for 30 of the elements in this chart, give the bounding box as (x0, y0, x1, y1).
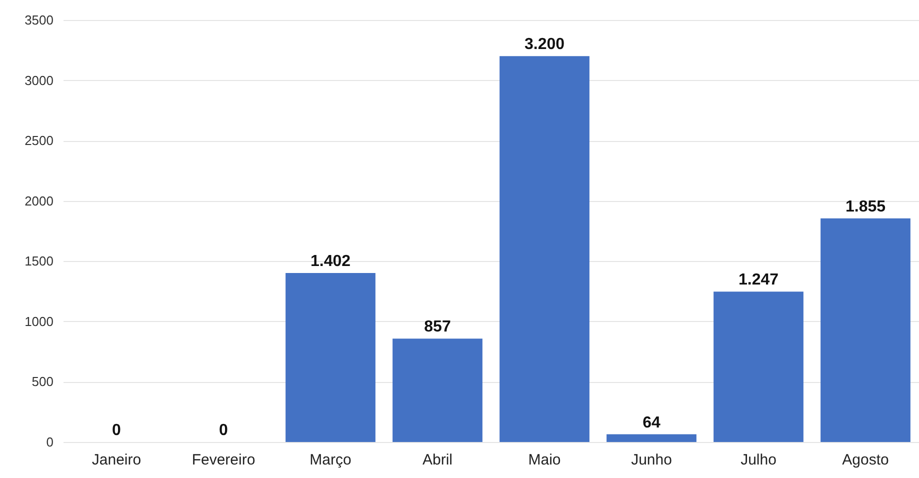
y-tick-label: 3000 (24, 72, 54, 88)
data-label: 1.855 (845, 198, 886, 216)
bar (820, 218, 910, 442)
bar (286, 272, 376, 442)
bar (500, 56, 590, 442)
y-tick-label: 0 (46, 434, 54, 450)
data-label: 0 (219, 422, 228, 439)
x-tick-label: Junho (631, 452, 672, 468)
y-tick-label: 1000 (24, 314, 54, 329)
x-tick-label: Agosto (842, 452, 889, 468)
y-tick-label: 3500 (24, 12, 54, 28)
x-tick-label: Janeiro (92, 452, 142, 468)
x-tick-label: Abril (422, 452, 453, 468)
data-label: 3.200 (524, 36, 565, 54)
data-label: 1.247 (738, 272, 779, 289)
x-tick-label: Maio (528, 452, 561, 468)
data-label: 857 (424, 318, 451, 336)
y-tick-label: 2000 (24, 193, 54, 208)
data-label: 64 (642, 414, 660, 432)
data-label: 0 (112, 422, 122, 439)
y-tick-label: 2500 (24, 133, 54, 148)
x-tick-label: Julho (740, 452, 776, 468)
data-label: 1.402 (310, 252, 351, 270)
y-tick-label: 1500 (24, 254, 54, 269)
bar (606, 434, 696, 442)
x-tick-label: Março (310, 452, 352, 468)
bar (714, 292, 804, 442)
y-tick-label: 500 (32, 374, 54, 390)
x-tick-label: Fevereiro (192, 452, 256, 468)
bar (392, 338, 482, 442)
